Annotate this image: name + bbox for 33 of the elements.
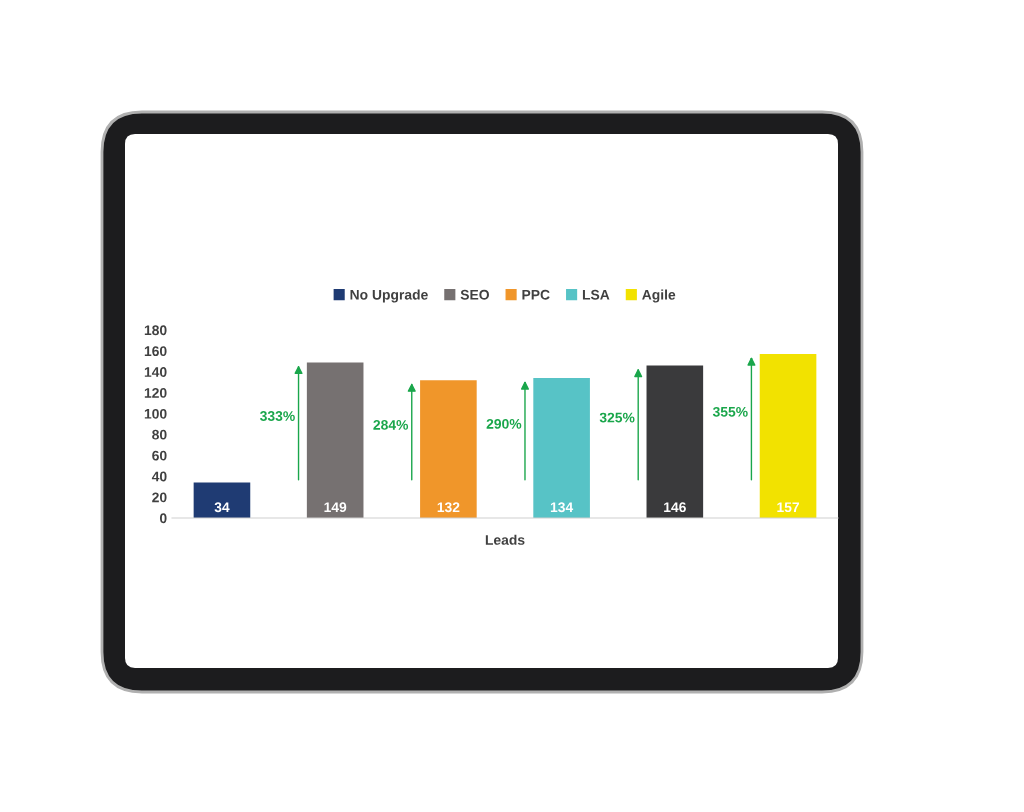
y-tick-label: 40	[151, 471, 167, 482]
annotation: 355%	[712, 406, 748, 417]
legend-label: No Upgrade	[350, 289, 428, 303]
legend-label: SEO	[460, 289, 489, 300]
annotation: 284%	[373, 419, 409, 430]
bar	[646, 365, 704, 518]
y-tick-label: 80	[152, 429, 167, 440]
y-tick-label: 100	[144, 408, 167, 419]
y-tick-label: 160	[144, 346, 167, 357]
legend-label: LSA	[582, 289, 610, 300]
y-tick-label: 0	[159, 513, 167, 524]
y-tick-label: 60	[152, 450, 167, 461]
legend-label: PPC	[522, 289, 550, 300]
bar	[759, 354, 817, 518]
bar	[420, 380, 477, 518]
annotation: 333%	[260, 411, 295, 421]
annotation: 325%	[599, 412, 635, 423]
bar	[193, 482, 251, 518]
x-tick-label: Leads	[485, 534, 525, 545]
y-tick-label: 20	[152, 492, 167, 503]
bar	[306, 362, 364, 518]
data-label: 149	[324, 502, 347, 513]
data-label: 157	[777, 502, 800, 513]
data-label: 132	[437, 502, 460, 513]
legend-label: Agile	[642, 289, 676, 303]
y-tick-label: 140	[144, 367, 167, 377]
y-tick-label: 180	[144, 325, 167, 336]
data-label: 146	[664, 502, 686, 513]
bar	[533, 378, 590, 518]
y-tick-label: 120	[144, 388, 167, 398]
data-label: 34	[214, 502, 230, 513]
data-label: 134	[550, 502, 574, 513]
annotation: 290%	[486, 418, 522, 429]
